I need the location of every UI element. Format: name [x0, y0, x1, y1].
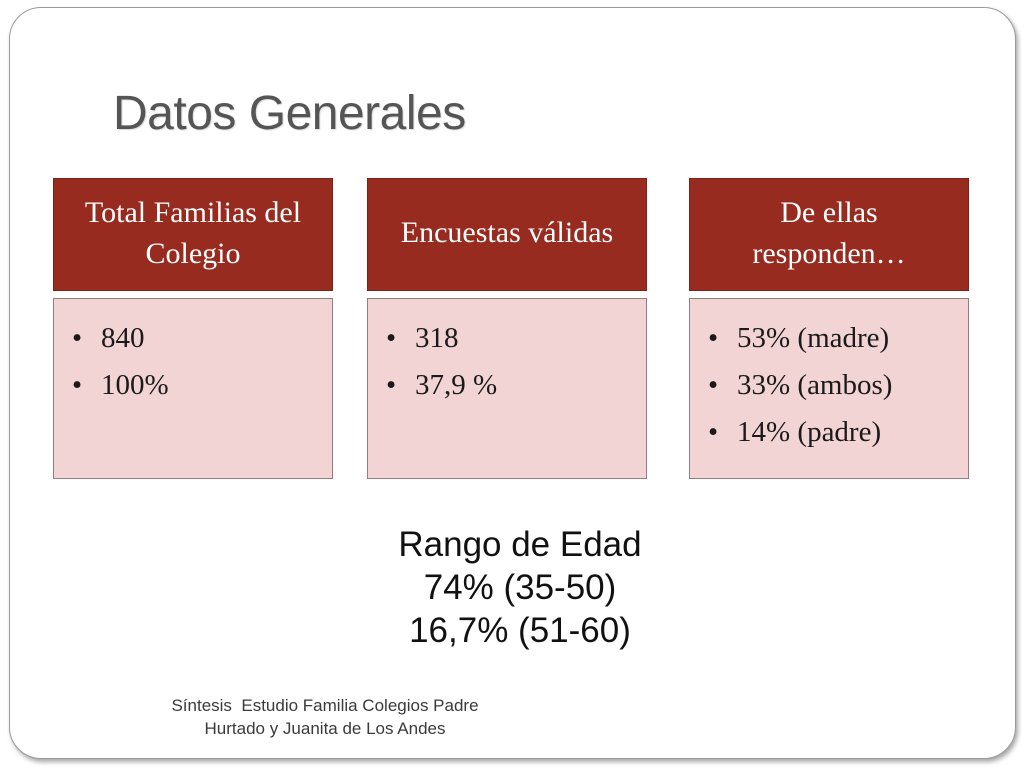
footer-line: Síntesis Estudio Familia Colegios Padre: [171, 696, 479, 715]
column-header-label: De ellas responden…: [752, 195, 906, 270]
bullet-list: 318 37,9 %: [368, 299, 646, 409]
footer-line: Hurtado y Juanita de Los Andes: [204, 719, 446, 738]
list-item: 33% (ambos): [708, 362, 968, 409]
column-body-total-familias: 840 100%: [53, 298, 333, 479]
list-item: 37,9 %: [386, 362, 646, 409]
list-item: 840: [72, 315, 332, 362]
slide-footer: Síntesis Estudio Familia Colegios Padre …: [120, 694, 530, 740]
age-range-line: 74% (35-50): [423, 568, 617, 607]
age-range-line: 16,7% (51-60): [409, 611, 631, 650]
list-item: 14% (padre): [708, 409, 968, 456]
column-body-encuestas-validas: 318 37,9 %: [367, 298, 647, 479]
bullet-list: 840 100%: [54, 299, 332, 409]
column-header-responden: De ellas responden…: [689, 178, 969, 291]
column-body-responden: 53% (madre) 33% (ambos) 14% (padre): [689, 298, 969, 479]
column-header-encuestas-validas: Encuestas válidas: [367, 178, 647, 291]
bullet-list: 53% (madre) 33% (ambos) 14% (padre): [690, 299, 968, 456]
age-range-title: Rango de Edad: [398, 525, 642, 564]
list-item: 100%: [72, 362, 332, 409]
list-item: 318: [386, 315, 646, 362]
column-header-label: Total Familias del Colegio: [84, 195, 302, 270]
column-header-total-familias: Total Familias del Colegio: [53, 178, 333, 291]
age-range-block: Rango de Edad 74% (35-50) 16,7% (51-60): [360, 523, 680, 652]
page-title: Datos Generales: [113, 87, 466, 140]
list-item: 53% (madre): [708, 315, 968, 362]
column-header-label: Encuestas válidas: [400, 216, 614, 249]
